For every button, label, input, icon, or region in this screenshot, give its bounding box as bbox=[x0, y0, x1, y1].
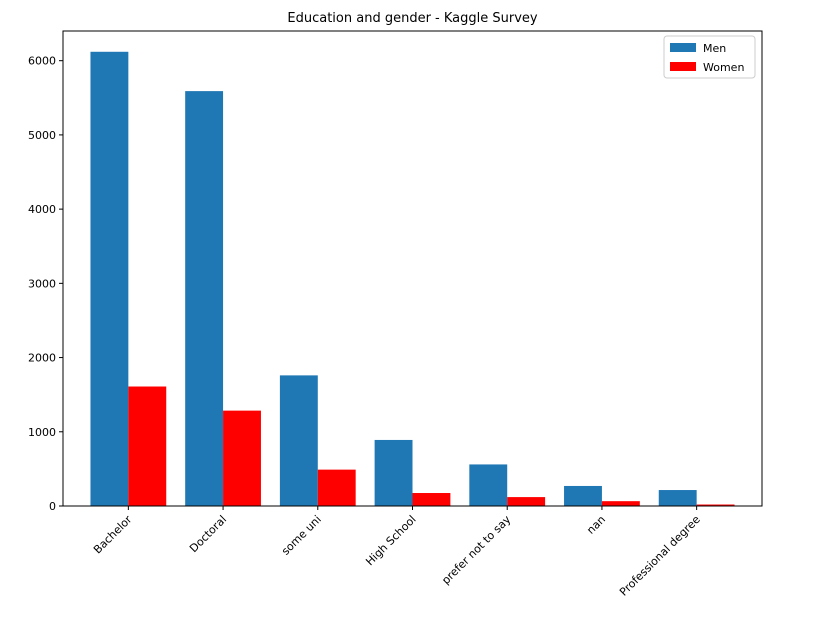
y-tick-label: 1000 bbox=[28, 426, 56, 439]
legend-label-men: Men bbox=[703, 42, 726, 55]
bar-women-nan bbox=[601, 501, 640, 506]
y-tick-label: 6000 bbox=[28, 55, 56, 68]
x-tick-label: Bachelor bbox=[91, 513, 135, 557]
x-tick-label: prefer not to say bbox=[439, 513, 513, 587]
bar-men-doctoral bbox=[185, 91, 224, 506]
axes-frame bbox=[62, 30, 763, 507]
legend-label-women: Women bbox=[703, 61, 744, 74]
x-tick-label: nan bbox=[584, 513, 608, 537]
bar-women-professional-degree bbox=[696, 504, 735, 506]
bar-women-bachelor bbox=[128, 386, 167, 506]
legend-swatch-women bbox=[670, 62, 696, 71]
y-tick-label: 2000 bbox=[28, 352, 56, 365]
bar-men-bachelor bbox=[90, 51, 129, 506]
bar-men-prefer-not-to-say bbox=[469, 464, 508, 506]
bar-men-professional-degree bbox=[658, 490, 697, 506]
bar-women-prefer-not-to-say bbox=[507, 497, 546, 506]
plot-area: Bachelor Doctoral some uni High School prefe… bbox=[28, 30, 763, 599]
chart-title: Education and gender - Kaggle Survey bbox=[287, 11, 538, 26]
bar-men-nan bbox=[564, 485, 602, 506]
x-tick-label: Professional degree bbox=[617, 513, 703, 599]
bar-women-high-school bbox=[412, 493, 451, 506]
bar-men-some-uni bbox=[279, 375, 318, 506]
y-tick-label: 0 bbox=[49, 500, 56, 513]
bar-women-some-uni bbox=[317, 469, 356, 506]
y-tick-label: 5000 bbox=[28, 129, 56, 142]
bar-women-doctoral bbox=[223, 410, 261, 506]
x-tick-label: some uni bbox=[279, 513, 324, 558]
x-tick-label: Doctoral bbox=[187, 513, 229, 555]
legend-swatch-men bbox=[670, 43, 696, 52]
y-tick-label: 4000 bbox=[28, 203, 56, 216]
legend: Men Women bbox=[663, 35, 756, 79]
x-tick-label: High School bbox=[363, 513, 418, 568]
y-tick-label: 3000 bbox=[28, 277, 56, 290]
bar-men-high-school bbox=[374, 439, 413, 506]
